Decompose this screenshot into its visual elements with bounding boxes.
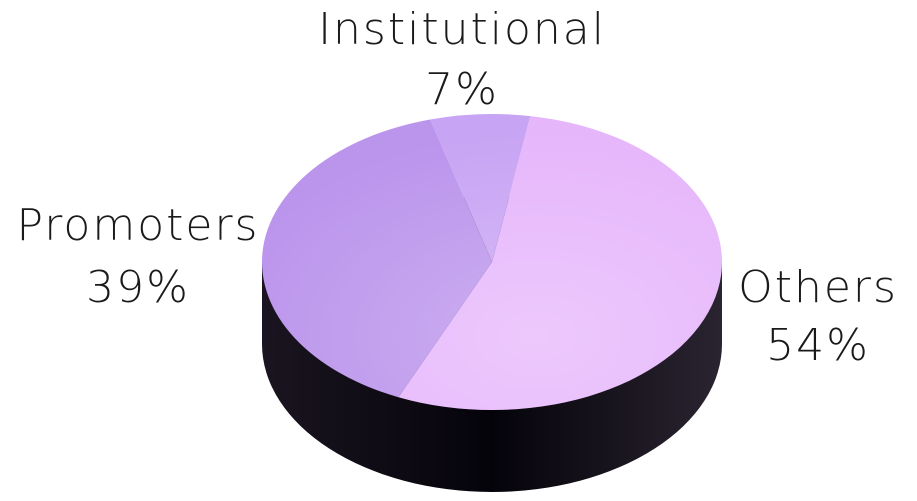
slice-value-label: 54% [766,320,870,371]
pie [261,114,722,492]
slice-value-label: 7% [425,64,499,115]
pie-highlight [262,114,722,410]
slice-label: Others [738,262,898,313]
slice-value-label: 39% [86,262,190,313]
slice-label: Promoters [17,200,260,251]
slice-label: Institutional [318,4,606,55]
